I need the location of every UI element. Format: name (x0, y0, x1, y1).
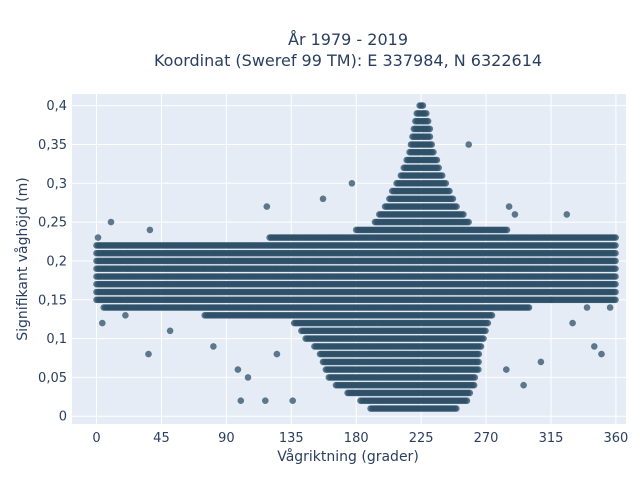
data-point (424, 117, 432, 125)
data-point (419, 102, 427, 109)
data-point-outlier (569, 319, 576, 327)
data-point (484, 319, 492, 327)
x-tick-label: 180 (344, 431, 369, 446)
data-point (430, 148, 437, 156)
data-point-outlier (598, 350, 605, 358)
x-tick-label: 0 (92, 431, 100, 446)
data-point-outlier (520, 381, 527, 389)
x-tick-label: 90 (218, 431, 235, 446)
data-point-outlier (210, 343, 217, 350)
data-point (460, 211, 467, 218)
data-point-outlier (465, 141, 473, 148)
data-point (612, 249, 619, 257)
data-point-outlier (505, 203, 513, 210)
data-point (612, 234, 619, 241)
data-point (503, 226, 511, 234)
data-point-outlier (237, 397, 245, 405)
data-point-outlier (94, 234, 102, 241)
data-point (480, 335, 487, 342)
data-point (470, 381, 478, 389)
data-point (482, 327, 489, 335)
data-point-outlier (262, 397, 269, 405)
data-point (449, 195, 457, 203)
data-point-outlier (244, 374, 252, 381)
data-point (463, 397, 471, 405)
data-point-outlier (273, 350, 281, 358)
data-point (612, 280, 619, 288)
data-point-outlier (319, 195, 327, 203)
data-point (423, 110, 430, 117)
data-point-outlier (511, 211, 519, 218)
data-point-outlier (606, 304, 614, 311)
data-point-outlier (122, 312, 129, 319)
data-point (612, 242, 619, 249)
data-point-outlier (591, 343, 598, 350)
data-point (446, 187, 453, 195)
data-point-outlier (99, 319, 106, 327)
data-point-outlier (563, 211, 571, 218)
data-point (475, 366, 482, 373)
data-point (453, 405, 460, 412)
data-point (471, 374, 479, 381)
data-point-outlier (547, 296, 555, 304)
data-points (93, 102, 619, 412)
data-point (488, 312, 496, 319)
data-point (426, 133, 434, 140)
data-point (612, 296, 619, 304)
data-point-outlier (107, 218, 115, 226)
data-point (453, 203, 460, 210)
data-point (612, 265, 619, 273)
data-point (525, 304, 533, 311)
data-point (465, 218, 472, 226)
data-point-outlier (289, 397, 297, 405)
data-point (435, 164, 443, 172)
x-tick-label: 135 (279, 431, 304, 446)
data-point (612, 257, 619, 265)
data-point (426, 125, 434, 133)
data-point (477, 343, 485, 350)
data-point (475, 350, 483, 358)
data-point (475, 358, 482, 366)
data-point (442, 180, 450, 187)
data-point-outlier (234, 366, 242, 373)
data-point-outlier (263, 203, 271, 210)
data-point-outlier (166, 327, 174, 335)
data-point (438, 172, 446, 179)
data-point (466, 389, 474, 397)
x-tick-label: 45 (153, 431, 170, 446)
data-point-outlier (537, 358, 545, 366)
data-point (612, 288, 619, 296)
data-point (612, 273, 619, 280)
data-point (428, 141, 436, 148)
data-point-outlier (146, 226, 154, 234)
data-point-outlier (348, 180, 356, 187)
data-point-outlier (145, 350, 152, 358)
data-point-outlier (503, 366, 510, 373)
data-point (433, 156, 441, 164)
data-point-outlier (583, 304, 591, 311)
